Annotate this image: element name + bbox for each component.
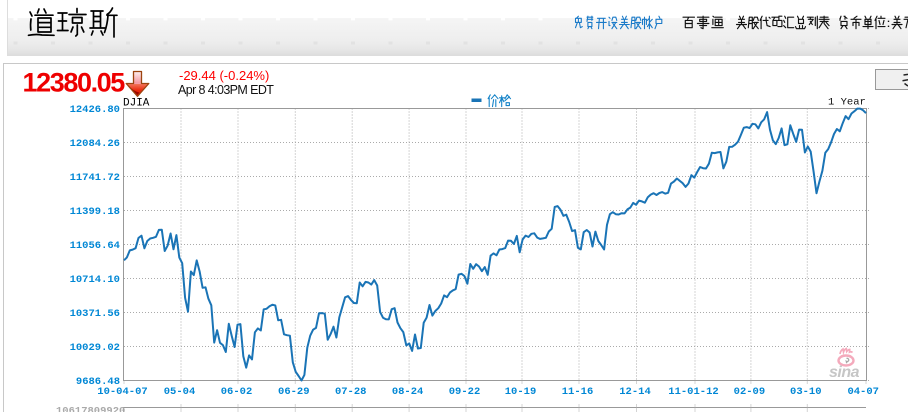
svg-text:11-16: 11-16 <box>562 386 594 398</box>
svg-text:12084.26: 12084.26 <box>70 138 120 150</box>
svg-text:12426.80: 12426.80 <box>70 104 120 116</box>
svg-text:07-28: 07-28 <box>335 386 367 398</box>
svg-text:11-01-12: 11-01-12 <box>668 386 718 398</box>
svg-text:-29.44 (-0.24%): -29.44 (-0.24%) <box>179 68 269 83</box>
svg-text:10029.02: 10029.02 <box>70 342 120 354</box>
svg-text:10-19: 10-19 <box>505 386 537 398</box>
svg-text:10617809920: 10617809920 <box>56 406 125 412</box>
svg-text:Apr 8 4:03PM EDT: Apr 8 4:03PM EDT <box>178 83 274 97</box>
svg-text:sina: sina <box>829 364 860 381</box>
svg-text:03-10: 03-10 <box>790 386 822 398</box>
svg-text:12380.05: 12380.05 <box>23 68 126 98</box>
svg-text:11399.18: 11399.18 <box>70 206 120 218</box>
svg-text:11056.64: 11056.64 <box>70 240 120 252</box>
svg-text:05-04: 05-04 <box>164 386 196 398</box>
svg-text:DJIA: DJIA <box>123 98 150 110</box>
svg-text:9686.48: 9686.48 <box>76 376 120 388</box>
svg-text:1 Year: 1 Year <box>828 97 866 109</box>
svg-text:10714.10: 10714.10 <box>70 274 120 286</box>
svg-text:06-02: 06-02 <box>221 386 253 398</box>
svg-text:09-22: 09-22 <box>449 386 481 398</box>
svg-text:06-29: 06-29 <box>278 386 310 398</box>
svg-text:10-04-07: 10-04-07 <box>97 386 147 398</box>
svg-text:04-07: 04-07 <box>847 386 879 398</box>
svg-text:10371.56: 10371.56 <box>70 308 120 320</box>
svg-text:02-09: 02-09 <box>734 386 766 398</box>
svg-text:08-24: 08-24 <box>392 386 424 398</box>
svg-text:12-14: 12-14 <box>619 386 651 398</box>
svg-text:11741.72: 11741.72 <box>70 172 120 184</box>
